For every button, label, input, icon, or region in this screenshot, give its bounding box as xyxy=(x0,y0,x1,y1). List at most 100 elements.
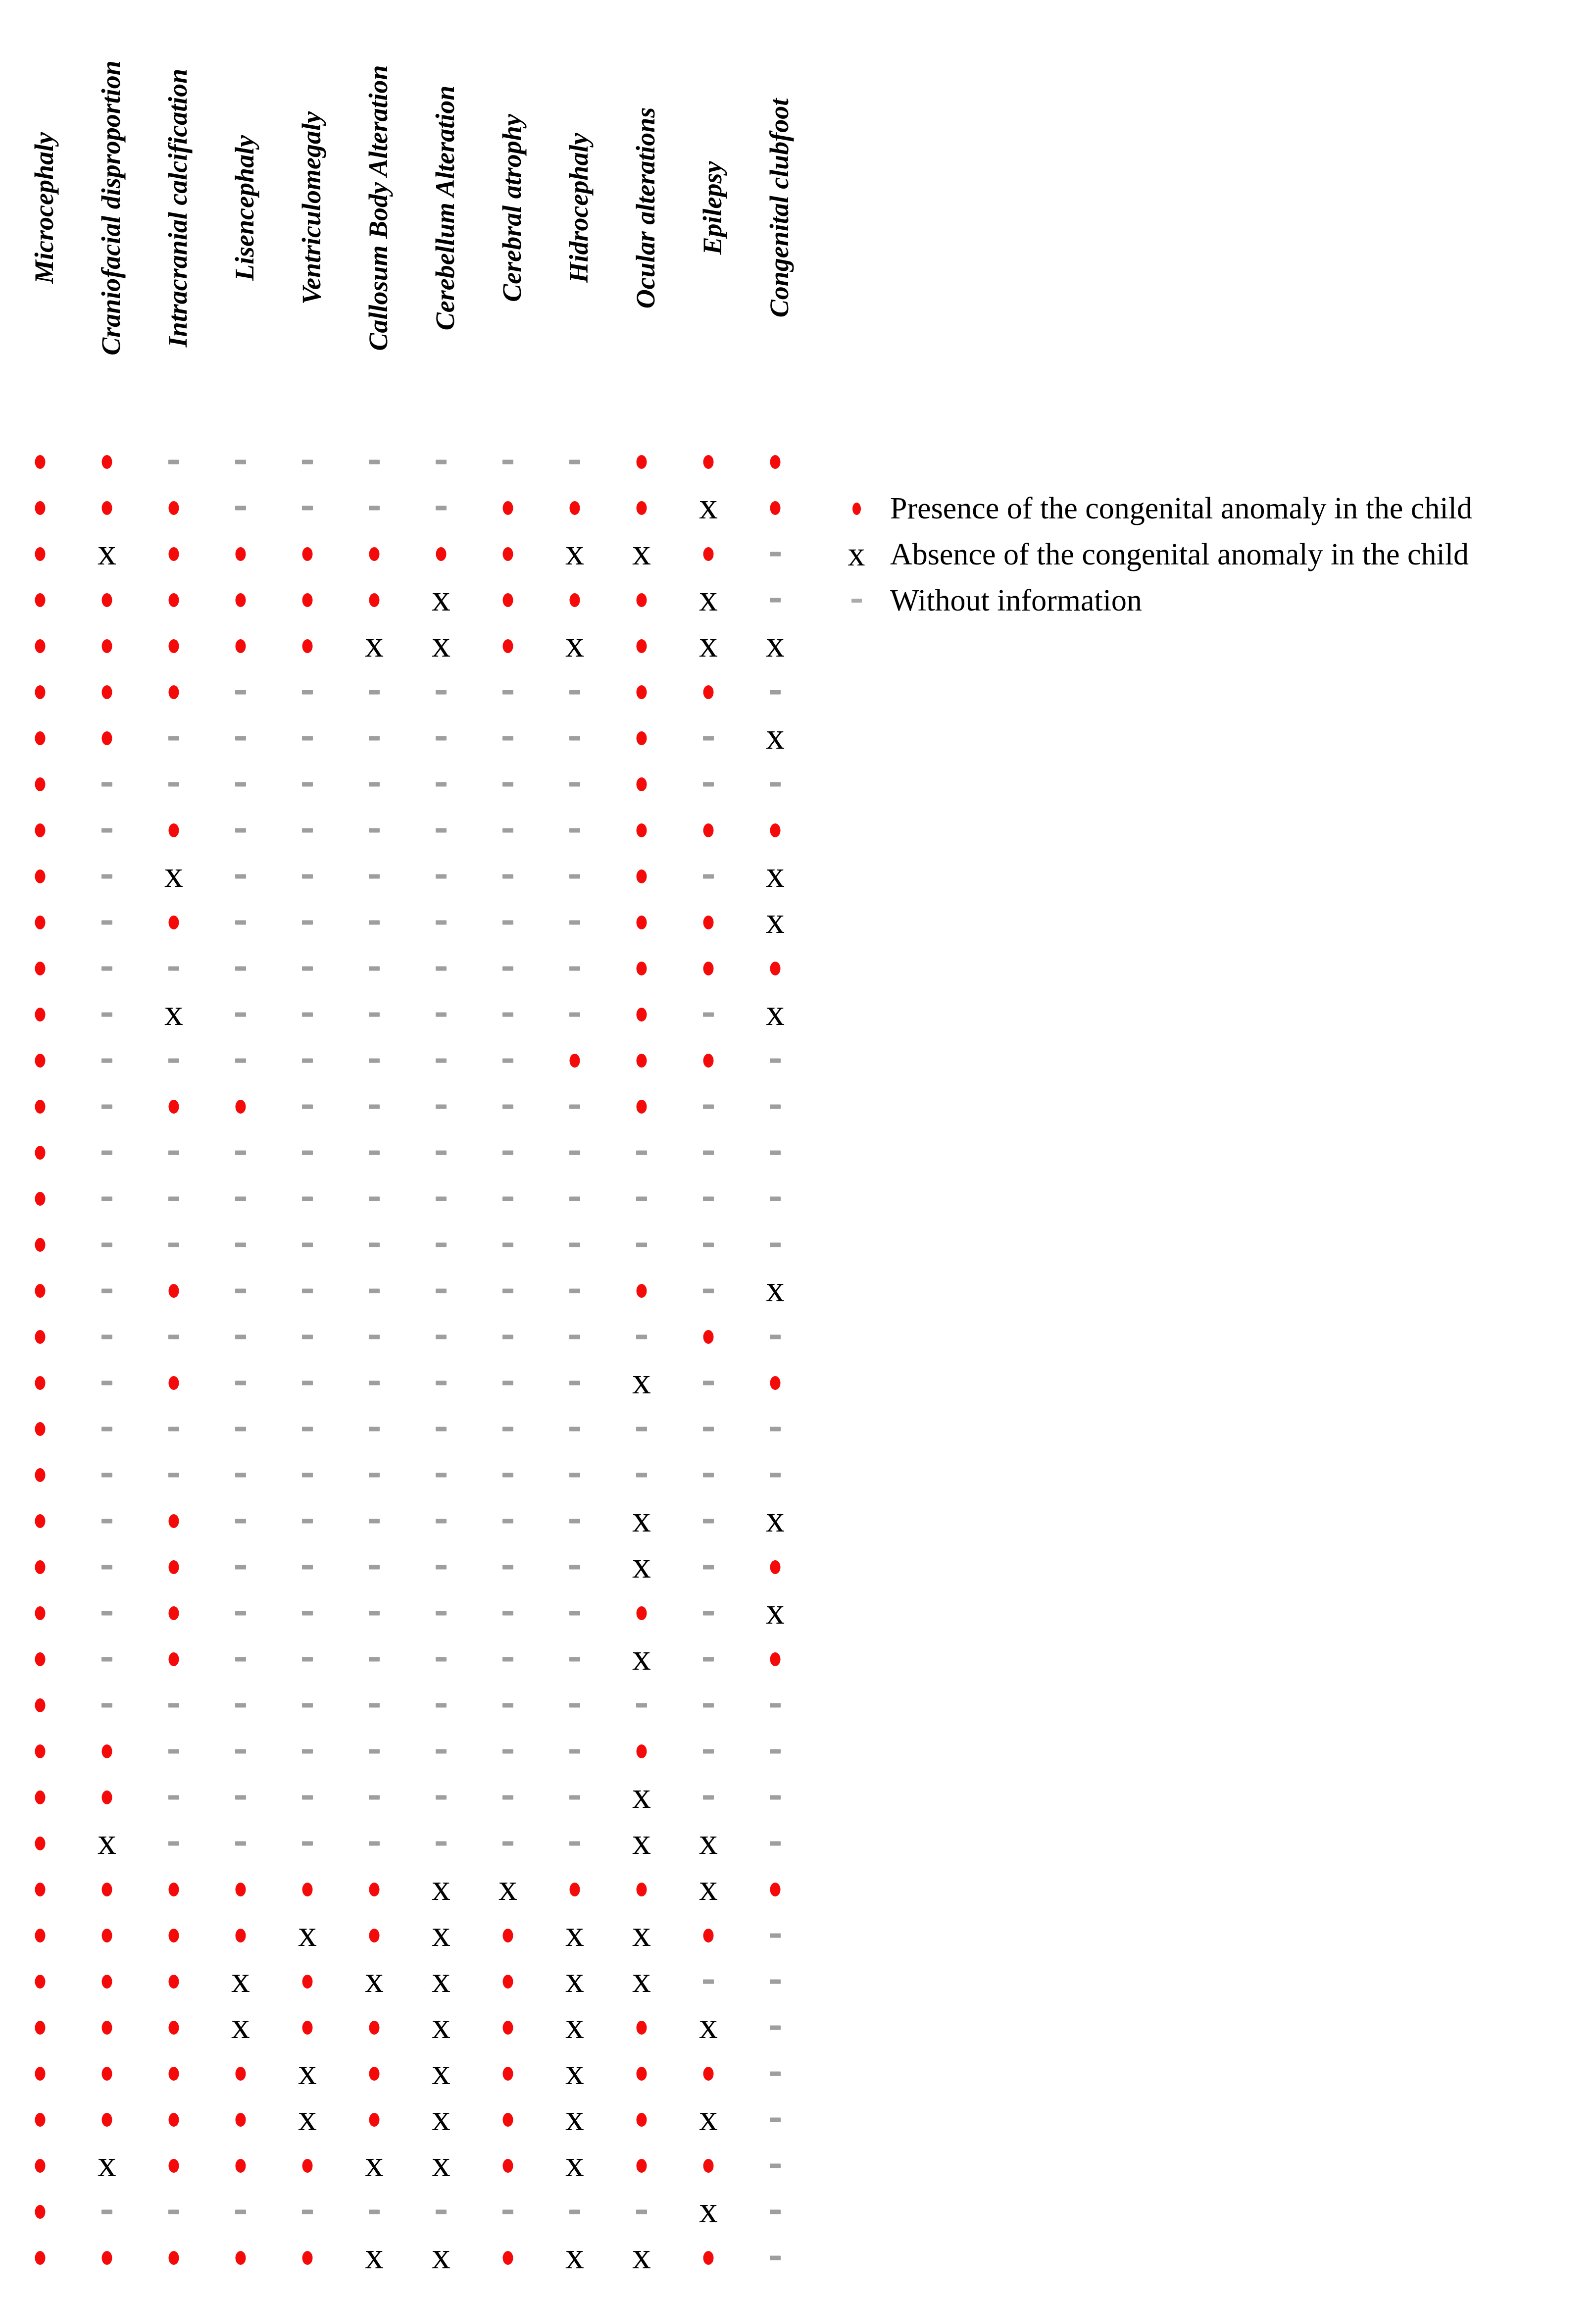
cell-no-info-dash xyxy=(703,1104,714,1109)
cell-no-info-dash xyxy=(502,1841,513,1846)
cell-presence-dot xyxy=(35,1008,46,1022)
cell-no-info-dash xyxy=(569,1427,580,1432)
cell-no-info-dash xyxy=(168,1058,179,1063)
cell-presence-dot xyxy=(168,1606,179,1620)
cell-presence-dot xyxy=(636,639,647,653)
cell-no-info-dash xyxy=(770,1104,781,1109)
cell-absence-x: x xyxy=(766,854,785,896)
cell-presence-dot xyxy=(101,1883,112,1896)
cell-presence-dot xyxy=(703,916,714,929)
cell-no-info-dash xyxy=(436,1427,447,1432)
cell-presence-dot xyxy=(569,1883,580,1896)
cell-no-info-dash xyxy=(770,1427,781,1432)
cell-absence-x: x xyxy=(98,1821,116,1863)
cell-no-info-dash xyxy=(770,1795,781,1800)
cell-no-info-dash xyxy=(436,506,447,511)
cell-no-info-dash xyxy=(703,1012,714,1017)
cell-no-info-dash xyxy=(369,1150,380,1155)
cell-no-info-dash xyxy=(235,690,246,695)
cell-presence-dot xyxy=(35,2021,46,2035)
cell-no-info-dash xyxy=(101,920,112,925)
cell-no-info-dash xyxy=(502,1519,513,1524)
cell-no-info-dash xyxy=(569,920,580,925)
cell-no-info-dash xyxy=(770,1979,781,1984)
cell-no-info-dash xyxy=(302,1519,313,1524)
cell-presence-dot xyxy=(168,2021,179,2035)
cell-presence-dot xyxy=(636,869,647,883)
cell-absence-x: x xyxy=(432,623,450,665)
cell-presence-dot xyxy=(369,593,380,607)
cell-absence-x: x xyxy=(766,623,785,665)
cell-no-info-dash xyxy=(436,966,447,971)
cell-presence-dot xyxy=(636,501,647,515)
cell-no-info-dash xyxy=(436,1565,447,1570)
cell-presence-dot xyxy=(636,1008,647,1022)
cell-presence-dot xyxy=(35,1146,46,1160)
cell-no-info-dash xyxy=(502,2209,513,2214)
cell-no-info-dash xyxy=(101,1288,112,1293)
cell-no-info-dash xyxy=(703,874,714,879)
cell-presence-dot xyxy=(302,639,313,653)
cell-absence-x: x xyxy=(298,1913,317,1955)
cell-presence-dot xyxy=(369,1883,380,1896)
cell-no-info-dash xyxy=(703,736,714,741)
column-header-2: Craniofacial disproportion xyxy=(96,60,126,356)
cell-presence-dot xyxy=(168,593,179,607)
cell-no-info-dash xyxy=(235,1473,246,1478)
cell-presence-dot xyxy=(502,501,513,515)
cell-presence-dot xyxy=(35,1192,46,1206)
cell-presence-dot xyxy=(35,962,46,975)
cell-absence-x: x xyxy=(164,854,183,896)
cell-no-info-dash xyxy=(569,874,580,879)
cell-presence-dot xyxy=(168,2251,179,2265)
cell-presence-dot xyxy=(502,2021,513,2035)
cell-no-info-dash xyxy=(369,1058,380,1063)
cell-presence-dot xyxy=(569,1054,580,1068)
cell-absence-x: x xyxy=(432,577,450,619)
cell-no-info-dash xyxy=(703,1381,714,1385)
cell-no-info-dash xyxy=(302,966,313,971)
cell-no-info-dash xyxy=(569,966,580,971)
cell-no-info-dash xyxy=(569,1196,580,1201)
cell-no-info-dash xyxy=(302,460,313,464)
cell-no-info-dash xyxy=(302,1427,313,1432)
cell-no-info-dash xyxy=(502,1611,513,1616)
column-header-4: Lisencephaly xyxy=(230,135,259,281)
cell-no-info-dash xyxy=(502,874,513,879)
cell-no-info-dash xyxy=(636,1427,647,1432)
cell-presence-dot xyxy=(302,2021,313,2035)
cell-presence-dot xyxy=(636,593,647,607)
cell-no-info-dash xyxy=(502,736,513,741)
cell-no-info-dash xyxy=(436,1104,447,1109)
cell-presence-dot xyxy=(101,2067,112,2081)
cell-presence-dot xyxy=(770,1652,781,1666)
cell-no-info-dash xyxy=(168,782,179,787)
cell-no-info-dash xyxy=(703,1196,714,1201)
cell-presence-dot xyxy=(636,2113,647,2127)
cell-presence-dot xyxy=(168,1975,179,1989)
cell-presence-dot xyxy=(235,1100,246,1114)
cell-presence-dot xyxy=(636,777,647,791)
cell-no-info-dash xyxy=(235,1242,246,1247)
cell-absence-x: x xyxy=(565,2143,584,2185)
cell-no-info-dash xyxy=(235,1288,246,1293)
cell-no-info-dash xyxy=(502,690,513,695)
cell-presence-dot xyxy=(235,2067,246,2081)
cell-no-info-dash xyxy=(502,920,513,925)
cell-absence-x: x xyxy=(766,900,785,942)
cell-presence-dot xyxy=(35,2205,46,2219)
cell-no-info-dash xyxy=(302,1196,313,1201)
cell-presence-dot xyxy=(35,501,46,515)
cell-no-info-dash xyxy=(502,1242,513,1247)
cell-presence-dot xyxy=(101,2113,112,2127)
cell-no-info-dash xyxy=(235,1334,246,1339)
column-header-3: Intracranial calcification xyxy=(163,68,193,348)
cell-no-info-dash xyxy=(168,1795,179,1800)
cell-no-info-dash xyxy=(436,1150,447,1155)
cell-no-info-dash xyxy=(369,2209,380,2214)
cell-no-info-dash xyxy=(770,598,781,603)
cell-presence-dot xyxy=(35,1837,46,1850)
cell-presence-dot xyxy=(369,2067,380,2081)
cell-no-info-dash xyxy=(235,1795,246,1800)
